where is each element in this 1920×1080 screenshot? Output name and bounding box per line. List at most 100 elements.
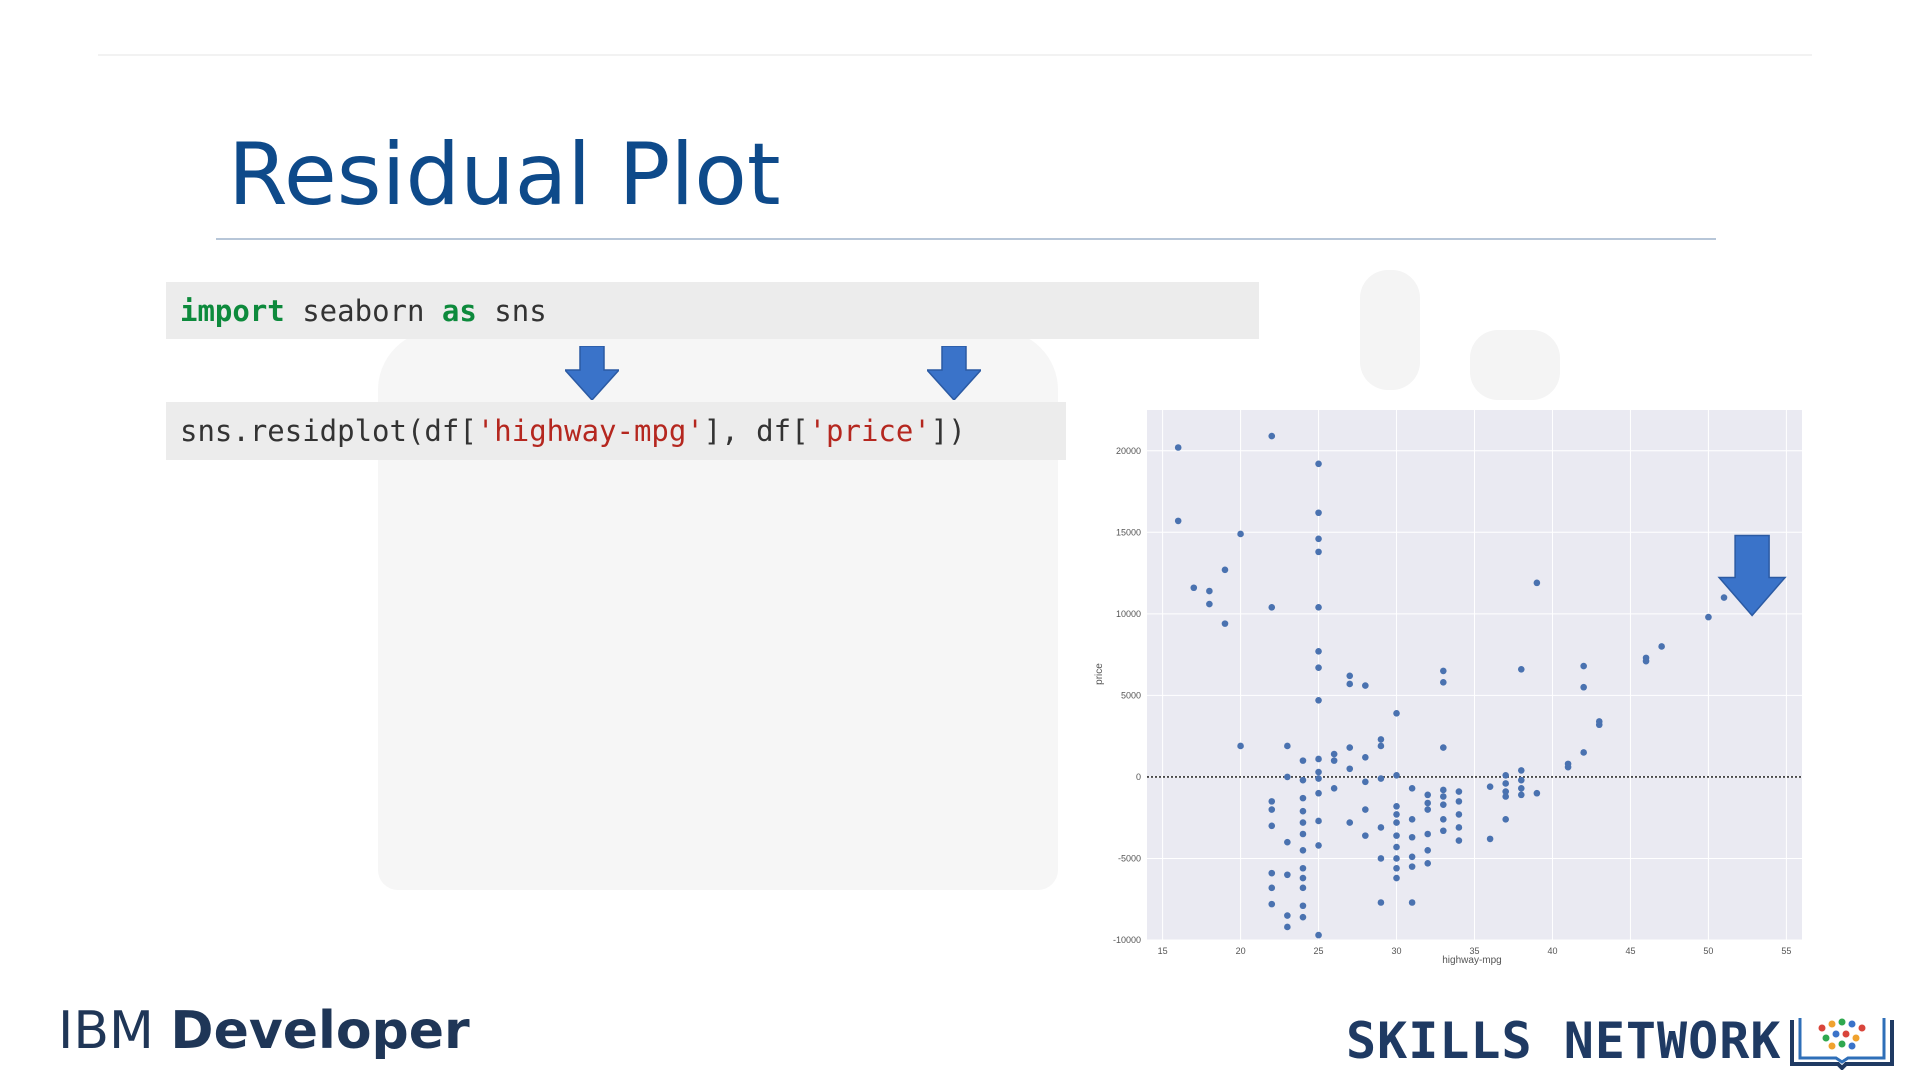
- data-point: [1237, 530, 1244, 538]
- data-point: [1408, 816, 1416, 823]
- x-tick-label: 45: [1625, 946, 1635, 956]
- data-point: [1440, 679, 1447, 686]
- data-point: [1408, 853, 1416, 861]
- data-point: [1393, 874, 1400, 882]
- data-point: [1330, 750, 1338, 758]
- data-point: [1221, 566, 1229, 574]
- data-point: [1190, 584, 1198, 592]
- data-point: [1705, 613, 1712, 621]
- skills-network-logo: SKILLS NETWORK: [1346, 1012, 1782, 1070]
- y-tick-label: -10000: [1113, 935, 1141, 945]
- data-point: [1299, 902, 1307, 910]
- data-point: [1440, 744, 1447, 751]
- data-point: [1268, 432, 1276, 440]
- data-point: [1377, 736, 1385, 743]
- data-point: [1455, 798, 1463, 805]
- skills-network-book-icon: [1790, 1018, 1894, 1070]
- data-point: [1221, 620, 1229, 627]
- data-point: [1440, 816, 1447, 823]
- arrow-down-icon: [565, 346, 619, 400]
- code-call-end: ]): [930, 414, 966, 448]
- data-point: [1393, 802, 1400, 810]
- data-point: [1330, 785, 1338, 792]
- data-point: [1580, 662, 1587, 670]
- data-point: [1299, 794, 1307, 802]
- data-point: [1346, 680, 1354, 688]
- data-point: [1268, 884, 1276, 892]
- data-point: [1346, 672, 1354, 680]
- data-point: [1517, 665, 1525, 673]
- data-point: [1315, 604, 1322, 611]
- data-point: [1315, 509, 1322, 517]
- code-residplot-line: sns.residplot(df['highway-mpg'], df['pri…: [166, 402, 1066, 460]
- data-point: [1502, 816, 1509, 823]
- background-watermark-block-2: [1470, 330, 1560, 400]
- data-point: [1315, 817, 1322, 825]
- data-point: [1315, 789, 1322, 797]
- data-point: [1486, 835, 1494, 843]
- data-point: [1440, 801, 1447, 808]
- data-point: [1174, 517, 1182, 525]
- data-point: [1237, 742, 1244, 750]
- data-point: [1440, 786, 1447, 794]
- data-point: [1206, 587, 1213, 595]
- data-point: [1284, 838, 1291, 846]
- data-point: [1299, 884, 1307, 892]
- data-point: [1174, 444, 1182, 451]
- data-point: [1315, 768, 1322, 776]
- data-point: [1268, 822, 1276, 830]
- top-rule: [98, 54, 1812, 56]
- data-point: [1642, 657, 1650, 665]
- data-point: [1408, 785, 1416, 792]
- data-point: [1455, 824, 1463, 831]
- data-point: [1502, 780, 1509, 787]
- data-point: [1315, 648, 1322, 655]
- data-point: [1502, 788, 1509, 795]
- y-tick-label: 5000: [1121, 690, 1141, 700]
- data-point: [1315, 664, 1322, 671]
- data-point: [1393, 710, 1400, 717]
- code-keyword-as: as: [441, 293, 477, 328]
- data-point: [1362, 754, 1369, 761]
- data-point: [1393, 855, 1400, 862]
- data-point: [1362, 682, 1369, 689]
- data-point: [1315, 931, 1322, 939]
- data-point: [1362, 806, 1369, 813]
- data-point: [1299, 776, 1307, 784]
- residual-scatter-chart: 15 20 25 30 35 40 45 50 55 -10000 -5000 0 5000 10000…: [1094, 410, 1802, 966]
- data-point: [1393, 771, 1400, 779]
- y-tick-label: 15000: [1116, 527, 1141, 537]
- x-tick-label: 25: [1314, 946, 1324, 956]
- x-tick-label: 30: [1392, 946, 1402, 956]
- data-point: [1408, 899, 1416, 906]
- data-point: [1502, 771, 1509, 779]
- x-tick-label: 40: [1547, 946, 1557, 956]
- slide-title: Residual Plot: [228, 125, 781, 225]
- data-point: [1424, 847, 1432, 854]
- data-point: [1517, 767, 1525, 774]
- data-point: [1346, 765, 1354, 773]
- developer-text: Developer: [170, 1001, 470, 1061]
- data-point: [1424, 806, 1432, 813]
- data-point: [1440, 793, 1447, 800]
- x-tick-label: 35: [1469, 946, 1479, 956]
- data-point: [1377, 855, 1385, 862]
- data-point: [1299, 864, 1307, 872]
- data-point: [1393, 843, 1400, 851]
- data-point: [1284, 871, 1291, 879]
- data-point: [1440, 827, 1447, 835]
- data-point: [1315, 842, 1322, 849]
- data-point: [1720, 594, 1728, 601]
- data-point: [1268, 604, 1276, 611]
- data-point: [1408, 863, 1416, 870]
- code-alias: sns: [476, 293, 547, 328]
- data-point: [1315, 535, 1322, 543]
- code-string-price: 'price': [808, 414, 931, 448]
- data-point: [1424, 830, 1432, 838]
- data-point: [1455, 788, 1463, 795]
- code-module: seaborn: [284, 293, 442, 328]
- data-point: [1393, 832, 1400, 839]
- y-tick-label: -5000: [1118, 853, 1141, 863]
- data-point: [1580, 749, 1587, 756]
- data-point: [1424, 791, 1432, 799]
